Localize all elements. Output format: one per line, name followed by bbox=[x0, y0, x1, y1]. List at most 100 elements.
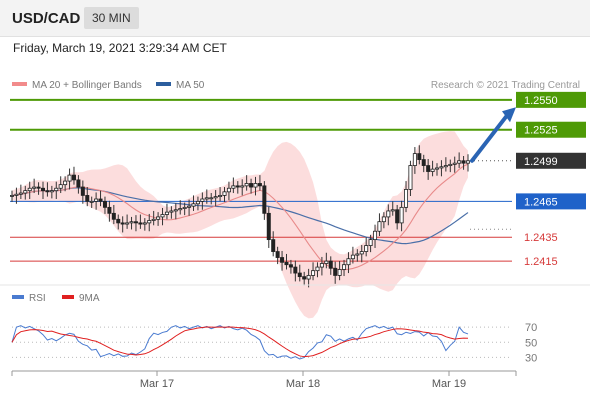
candle-body bbox=[102, 200, 107, 208]
level-label-bg-1 bbox=[516, 121, 586, 138]
candle-body bbox=[173, 209, 178, 212]
candle-body bbox=[337, 269, 342, 276]
candle-body bbox=[364, 245, 369, 252]
candle-body bbox=[430, 168, 435, 172]
candle-body bbox=[129, 221, 134, 224]
candle-body bbox=[222, 191, 227, 196]
level-label-1: 1.2525 bbox=[524, 125, 558, 137]
candle-body bbox=[32, 186, 37, 189]
forecast-arrow-shaft bbox=[470, 112, 510, 163]
ma50-line bbox=[11, 187, 469, 245]
rsi-level-label-0: 70 bbox=[525, 322, 537, 334]
candle-body bbox=[448, 163, 453, 166]
candle-body bbox=[342, 264, 347, 270]
candle-body bbox=[67, 174, 72, 182]
candle-body bbox=[315, 266, 320, 272]
legend-9ma: 9MA bbox=[62, 293, 100, 304]
candle-body bbox=[333, 267, 338, 276]
candle-body bbox=[107, 206, 112, 214]
candle-body bbox=[191, 203, 196, 207]
candle-body bbox=[412, 153, 417, 166]
candle-body bbox=[178, 208, 183, 211]
forecast-arrow-head bbox=[502, 107, 516, 123]
candle-body bbox=[244, 183, 249, 187]
level-label-4: 1.2435 bbox=[524, 232, 558, 244]
candle-body bbox=[302, 276, 307, 280]
candle-body bbox=[426, 165, 431, 172]
candle-body bbox=[306, 275, 311, 280]
candle-body bbox=[58, 184, 63, 189]
candle-body bbox=[421, 159, 426, 166]
bollinger-band bbox=[12, 131, 468, 319]
legend-ma20: MA 20 + Bollinger Bands bbox=[12, 80, 142, 91]
candle-body bbox=[138, 222, 143, 225]
candle-body bbox=[36, 186, 41, 189]
level-label-bg-2 bbox=[516, 152, 586, 169]
candle-body bbox=[23, 190, 28, 194]
candle-body bbox=[404, 189, 409, 208]
candle-body bbox=[457, 160, 462, 164]
candle-body bbox=[381, 216, 386, 223]
rsi-ma-line bbox=[11, 326, 469, 358]
candle-body bbox=[262, 185, 267, 214]
candle-body bbox=[89, 200, 94, 203]
candle-body bbox=[266, 212, 271, 241]
rsi-level-label-1: 50 bbox=[525, 337, 537, 349]
timeframe-badge[interactable]: 30 MIN bbox=[84, 7, 139, 29]
candle-body bbox=[288, 264, 293, 268]
candle-body bbox=[465, 160, 470, 164]
level-label-0: 1.2550 bbox=[524, 95, 558, 107]
candle-body bbox=[182, 206, 187, 209]
candle-body bbox=[386, 210, 391, 218]
candle-body bbox=[133, 221, 138, 224]
candle-body bbox=[355, 253, 360, 256]
candle-body bbox=[18, 192, 23, 195]
candle-body bbox=[280, 257, 285, 263]
candle-body bbox=[187, 205, 192, 208]
candle-body bbox=[328, 260, 333, 269]
candle-body bbox=[209, 197, 214, 200]
x-tick-label-1: Mar 18 bbox=[286, 378, 320, 390]
candle-body bbox=[350, 254, 355, 260]
candle-body bbox=[160, 214, 165, 218]
candle-body bbox=[417, 153, 422, 160]
candle-body bbox=[218, 195, 223, 198]
candle-body bbox=[395, 209, 400, 224]
candle-body bbox=[240, 185, 245, 188]
candle-body bbox=[14, 193, 19, 196]
legend-ma50-swatch bbox=[156, 82, 171, 87]
candle-body bbox=[169, 210, 174, 213]
candle-body bbox=[94, 198, 99, 202]
candle-body bbox=[49, 190, 54, 193]
candle-body bbox=[125, 222, 130, 225]
candle-body bbox=[399, 206, 404, 224]
candle-body bbox=[249, 183, 254, 188]
candle-body bbox=[461, 160, 466, 164]
candle-body bbox=[45, 190, 50, 193]
candle-body bbox=[324, 260, 329, 264]
candle-body bbox=[40, 187, 45, 192]
research-credit: Research © 2021 Trading Central bbox=[430, 80, 580, 91]
candle-body bbox=[151, 218, 156, 221]
candle-body bbox=[319, 263, 324, 268]
level-label-3: 1.2465 bbox=[524, 196, 558, 208]
candle-body bbox=[76, 179, 81, 188]
legend-rsi-label: RSI bbox=[29, 293, 46, 304]
candle-body bbox=[359, 251, 364, 255]
legend-ma50-label: MA 50 bbox=[176, 80, 205, 91]
candle-body bbox=[435, 167, 440, 170]
candle-body bbox=[226, 187, 231, 193]
candle-body bbox=[346, 258, 351, 266]
candle-body bbox=[253, 183, 258, 188]
candle-body bbox=[85, 195, 90, 202]
candle-body bbox=[390, 209, 395, 212]
level-label-bg-0 bbox=[516, 91, 586, 108]
candle-body bbox=[271, 239, 276, 252]
x-tick-label-0: Mar 17 bbox=[140, 378, 174, 390]
candle-body bbox=[27, 187, 32, 192]
candle-body bbox=[293, 266, 298, 274]
candle-body bbox=[235, 185, 240, 188]
candle-body bbox=[439, 166, 444, 169]
candle-body bbox=[147, 220, 152, 224]
